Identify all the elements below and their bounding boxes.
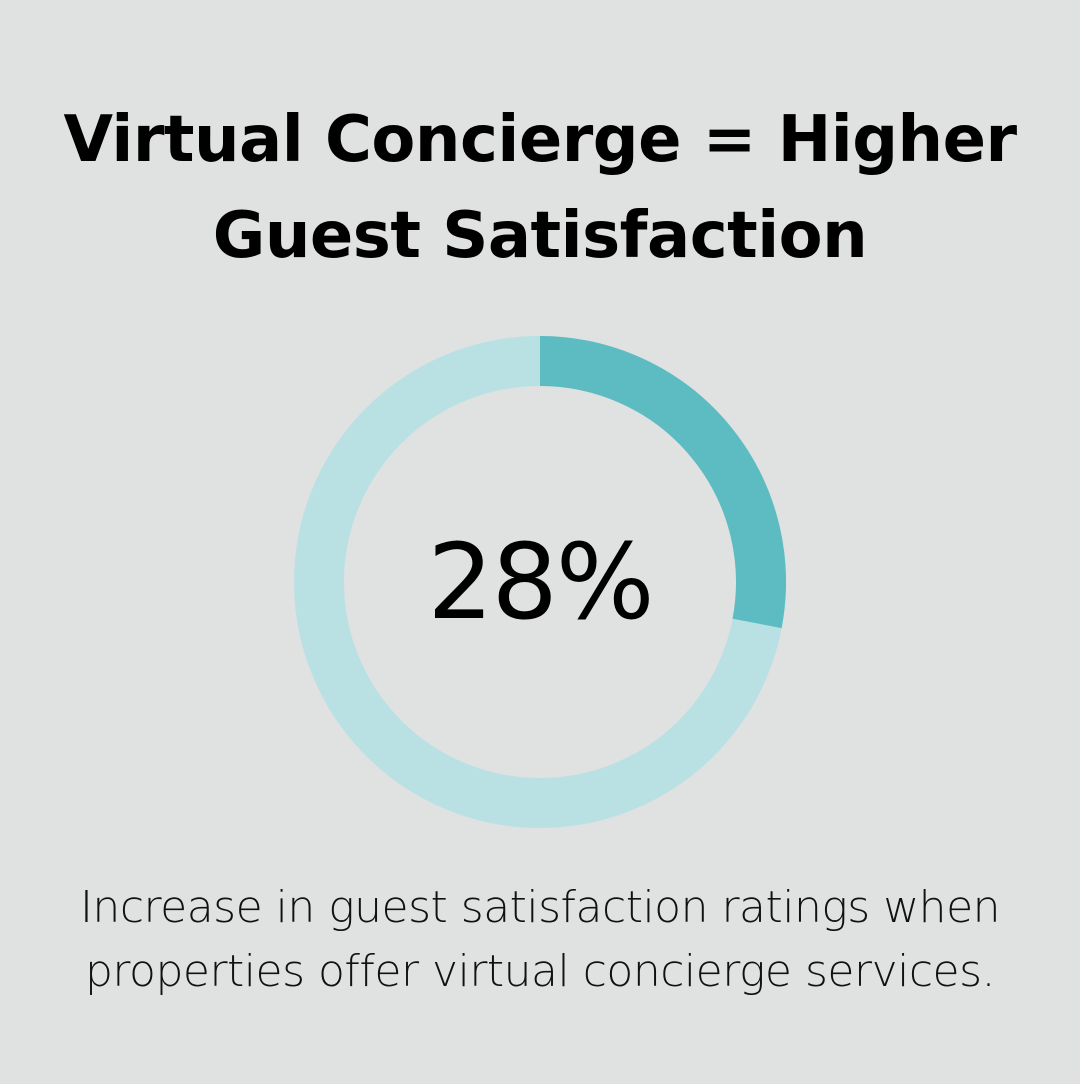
- caption-line-1: Increase in guest satisfaction ratings w…: [79, 882, 1001, 933]
- title-line-2: Guest Satisfaction: [212, 199, 868, 273]
- infographic-title: Virtual Concierge = Higher Guest Satisfa…: [0, 92, 1080, 284]
- percentage-value: 28%: [427, 521, 654, 643]
- title-line-1: Virtual Concierge = Higher: [63, 103, 1017, 177]
- donut-value-arc: [539, 336, 786, 629]
- caption-line-2: properties offer virtual concierge servi…: [84, 946, 996, 997]
- donut-chart: [294, 336, 786, 828]
- chart-caption: Increase in guest satisfaction ratings w…: [0, 876, 1080, 1004]
